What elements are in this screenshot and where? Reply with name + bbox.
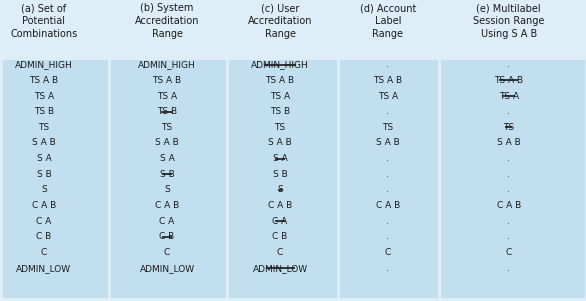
Text: TS A B: TS A B (152, 76, 182, 85)
Text: S A: S A (272, 154, 288, 163)
Text: TS A B: TS A B (494, 76, 523, 85)
FancyBboxPatch shape (441, 60, 585, 298)
Text: C: C (41, 248, 47, 257)
Text: C: C (506, 248, 512, 257)
Text: .: . (387, 170, 389, 179)
Text: TS A B: TS A B (373, 76, 403, 85)
Text: C B: C B (159, 232, 175, 241)
Text: S A B: S A B (376, 138, 400, 147)
Text: TS B: TS B (34, 107, 54, 116)
Text: TS A: TS A (378, 92, 398, 101)
Text: TS B: TS B (270, 107, 290, 116)
Text: S A: S A (36, 154, 52, 163)
Text: TS A: TS A (157, 92, 177, 101)
Text: C A B: C A B (496, 201, 521, 210)
Text: .: . (387, 107, 389, 116)
Text: .: . (507, 154, 510, 163)
Text: .: . (387, 185, 389, 194)
Text: ADMIN_HIGH: ADMIN_HIGH (15, 60, 73, 69)
Text: S: S (41, 185, 47, 194)
Text: TS: TS (39, 123, 49, 132)
Text: C: C (385, 248, 391, 257)
Text: .: . (387, 232, 389, 241)
FancyBboxPatch shape (229, 60, 337, 298)
Text: .: . (507, 217, 510, 226)
Text: ADMIN_LOW: ADMIN_LOW (253, 264, 308, 273)
Text: S B: S B (36, 170, 52, 179)
Text: C A: C A (272, 217, 288, 226)
Text: TS A: TS A (34, 92, 54, 101)
Text: ADMIN_LOW: ADMIN_LOW (139, 264, 195, 273)
Text: .: . (507, 170, 510, 179)
Text: .: . (387, 217, 389, 226)
Text: C: C (277, 248, 283, 257)
Text: ADMIN_HIGH: ADMIN_HIGH (251, 60, 309, 69)
Text: (b) System
Accreditation
Range: (b) System Accreditation Range (135, 3, 199, 39)
Text: .: . (387, 60, 389, 69)
Text: TS: TS (383, 123, 393, 132)
Text: S A B: S A B (155, 138, 179, 147)
Text: C A B: C A B (32, 201, 56, 210)
Text: TS B: TS B (157, 107, 177, 116)
Text: ADMIN_LOW: ADMIN_LOW (16, 264, 71, 273)
Text: S: S (277, 185, 283, 194)
Text: C A: C A (36, 217, 52, 226)
Text: (e) Multilabel
Session Range
Using S A B: (e) Multilabel Session Range Using S A B (473, 3, 544, 39)
Text: S: S (164, 185, 170, 194)
Text: TS: TS (503, 123, 514, 132)
Text: C A B: C A B (155, 201, 179, 210)
Text: TS A B: TS A B (29, 76, 59, 85)
Text: C A B: C A B (268, 201, 292, 210)
Text: TS A: TS A (270, 92, 290, 101)
Text: .: . (507, 185, 510, 194)
FancyBboxPatch shape (340, 60, 438, 298)
Text: S A B: S A B (497, 138, 520, 147)
Text: C B: C B (272, 232, 288, 241)
Text: (d) Account
Label
Range: (d) Account Label Range (360, 3, 416, 39)
Text: .: . (387, 264, 389, 273)
Text: C A B: C A B (376, 201, 400, 210)
Text: TS A B: TS A B (265, 76, 295, 85)
FancyBboxPatch shape (111, 60, 226, 298)
Text: TS: TS (275, 123, 285, 132)
Text: ADMIN_HIGH: ADMIN_HIGH (138, 60, 196, 69)
Text: TS A: TS A (499, 92, 519, 101)
Text: (a) Set of
Potential
Combinations: (a) Set of Potential Combinations (11, 3, 77, 39)
Text: S B: S B (159, 170, 175, 179)
Text: .: . (507, 232, 510, 241)
Text: C: C (164, 248, 170, 257)
Text: .: . (507, 264, 510, 273)
Text: TS: TS (162, 123, 172, 132)
Text: .: . (507, 107, 510, 116)
Text: .: . (507, 60, 510, 69)
Text: .: . (387, 154, 389, 163)
Text: C B: C B (36, 232, 52, 241)
Text: S A: S A (159, 154, 175, 163)
FancyBboxPatch shape (3, 60, 108, 298)
Text: S A B: S A B (32, 138, 56, 147)
Text: S A B: S A B (268, 138, 292, 147)
Text: C A: C A (159, 217, 175, 226)
Text: (c) User
Accreditation
Range: (c) User Accreditation Range (248, 3, 312, 39)
Text: S B: S B (272, 170, 288, 179)
